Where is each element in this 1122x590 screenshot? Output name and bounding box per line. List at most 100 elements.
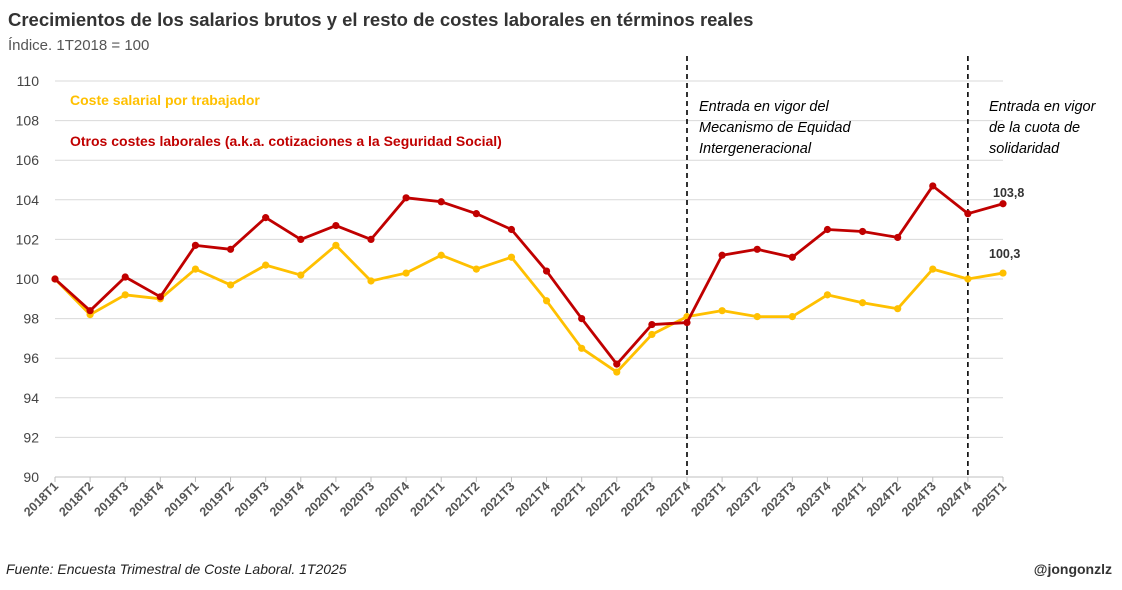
- chart-subtitle: Índice. 1T2018 = 100: [8, 37, 150, 54]
- data-point: [683, 318, 691, 327]
- annotation-vline2-line: de la cuota de: [989, 120, 1080, 136]
- x-tick-label: 2022T3: [618, 479, 658, 519]
- legend-entry-salarial: Coste salarial por trabajador: [70, 92, 260, 108]
- data-point: [226, 281, 235, 289]
- y-tick-label: 96: [23, 350, 39, 366]
- x-tick-label: 2023T1: [688, 479, 728, 519]
- x-tick-label: 2020T1: [302, 479, 342, 519]
- data-point: [929, 265, 937, 273]
- x-tick-label: 2025T1: [969, 479, 1009, 519]
- y-tick-label: 108: [16, 113, 40, 129]
- annotation-vline1-line: Mecanismo de Equidad: [699, 120, 851, 136]
- annotation-vline2-line: solidaridad: [989, 141, 1060, 157]
- data-point: [262, 214, 270, 222]
- x-tick-label: 2024T4: [934, 479, 974, 519]
- data-point: [718, 251, 726, 259]
- data-point: [613, 368, 621, 376]
- author-handle: @jongonzlz: [1033, 561, 1112, 577]
- data-point: [472, 210, 480, 218]
- annotation-vline1-line: Entrada en vigor del: [699, 99, 830, 115]
- data-point: [788, 313, 796, 321]
- data-point: [191, 265, 200, 273]
- x-tick-label: 2018T4: [127, 479, 167, 519]
- data-point: [718, 307, 726, 315]
- y-tick-label: 110: [17, 73, 40, 89]
- data-point: [753, 313, 761, 321]
- data-point: [437, 198, 445, 206]
- y-tick-label: 98: [23, 311, 39, 327]
- data-point: [929, 182, 937, 190]
- x-tick-label: 2023T4: [794, 479, 834, 519]
- source-note: Fuente: Encuesta Trimestral de Coste Lab…: [6, 561, 347, 577]
- x-tick-label: 2018T1: [21, 479, 61, 519]
- data-point: [999, 200, 1007, 208]
- data-point: [753, 245, 761, 253]
- chart-title: Crecimientos de los salarios brutos y el…: [8, 9, 754, 30]
- data-point: [191, 241, 200, 249]
- y-tick-label: 106: [16, 152, 40, 168]
- x-tick-label: 2021T1: [407, 479, 447, 519]
- end-label-salarial: 100,3: [989, 247, 1020, 261]
- y-tick-label: 102: [16, 231, 40, 247]
- x-tick-label: 2020T4: [372, 479, 412, 519]
- data-point: [964, 275, 972, 283]
- x-tick-label: 2022T1: [548, 479, 588, 519]
- data-point: [578, 344, 586, 352]
- data-point: [472, 265, 480, 273]
- data-point: [86, 307, 94, 315]
- data-point: [156, 293, 164, 301]
- data-point: [332, 221, 340, 230]
- annotation-vline1-line: Intergeneracional: [699, 141, 812, 157]
- data-point: [823, 291, 832, 299]
- data-point: [367, 235, 375, 243]
- data-point: [507, 253, 516, 261]
- data-point: [297, 235, 305, 243]
- x-tick-label: 2022T2: [583, 479, 623, 519]
- data-point: [578, 315, 586, 323]
- series-line-salarial: [54, 243, 1004, 374]
- data-point: [51, 275, 59, 283]
- annotation-vline2-line: Entrada en vigor: [989, 99, 1097, 115]
- y-tick-label: 100: [16, 271, 40, 287]
- x-tick-label: 2023T2: [723, 479, 763, 519]
- y-tick-label: 92: [23, 429, 39, 445]
- x-tick-label: 2024T1: [829, 479, 869, 519]
- x-tick-label: 2018T2: [56, 479, 96, 519]
- x-tick-label: 2019T2: [197, 479, 237, 519]
- data-point: [964, 210, 972, 218]
- data-point: [542, 267, 551, 275]
- y-tick-label: 104: [16, 192, 40, 208]
- data-point: [858, 299, 867, 307]
- data-point: [648, 330, 656, 339]
- data-point: [437, 251, 445, 259]
- legend-entry-otros: Otros costes laborales (a.k.a. cotizacio…: [70, 133, 502, 149]
- data-point: [648, 320, 656, 329]
- y-tick-label: 90: [23, 469, 39, 485]
- x-tick-label: 2021T3: [478, 479, 518, 519]
- x-tick-label: 2024T2: [864, 479, 904, 519]
- data-point: [858, 227, 867, 236]
- x-tick-label: 2020T3: [337, 479, 377, 519]
- x-tick-label: 2024T3: [899, 479, 939, 519]
- x-tick-label: 2018T3: [91, 479, 131, 519]
- x-tick-label: 2022T4: [653, 479, 693, 519]
- x-tick-label: 2023T3: [759, 479, 799, 519]
- data-point: [613, 360, 621, 368]
- x-tick-label: 2021T4: [513, 479, 553, 519]
- data-point: [999, 269, 1007, 277]
- data-point: [226, 245, 235, 253]
- data-point: [121, 291, 129, 299]
- data-point: [894, 305, 902, 313]
- data-point: [788, 253, 796, 261]
- data-point: [402, 194, 410, 202]
- data-point: [894, 233, 902, 242]
- data-point: [121, 273, 129, 281]
- data-point: [542, 297, 551, 305]
- data-point: [297, 271, 305, 279]
- x-tick-label: 2021T2: [443, 479, 483, 519]
- data-point: [402, 269, 410, 277]
- x-tick-label: 2019T1: [162, 479, 202, 519]
- data-point: [262, 261, 270, 269]
- data-point: [332, 241, 340, 249]
